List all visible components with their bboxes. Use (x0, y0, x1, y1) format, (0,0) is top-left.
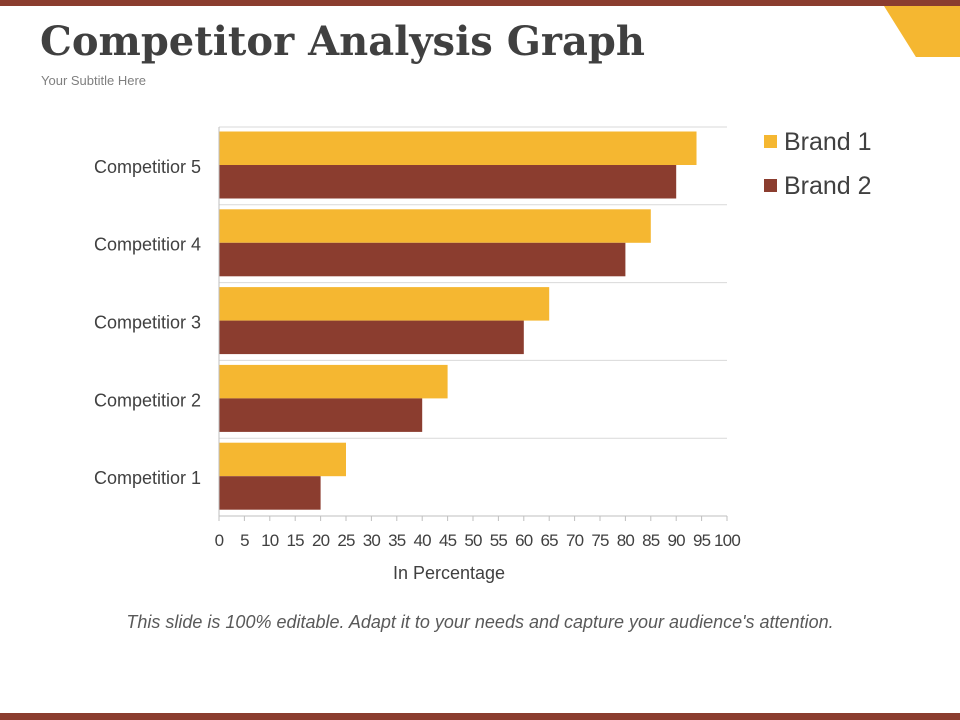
slide-subtitle: Your Subtitle Here (41, 73, 147, 88)
bar-brand1 (219, 209, 651, 243)
x-tick-label: 40 (414, 531, 432, 550)
x-tick-label: 80 (617, 531, 635, 550)
legend-swatch (764, 135, 777, 148)
x-axis-title: In Percentage (393, 563, 505, 583)
bar-brand2 (219, 242, 626, 277)
bar-brand1 (219, 364, 448, 399)
bar-chart: Competitior 1 Competitior 2 Competitior 3 C… (94, 126, 872, 583)
category-label: Competitior 1 (94, 468, 201, 488)
x-tick-label: 85 (642, 531, 660, 550)
legend-label: Brand 1 (784, 128, 872, 156)
x-tick-label: 65 (541, 531, 559, 550)
x-tick-label: 45 (439, 531, 457, 550)
category-label: Competitior 3 (94, 313, 201, 333)
category-label: Competitior 4 (94, 235, 201, 255)
x-tick-label: 95 (693, 531, 711, 550)
bar-brand1 (219, 287, 550, 321)
x-tick-label: 10 (261, 531, 279, 550)
x-tick-label: 55 (490, 531, 508, 550)
bar-brand2 (219, 398, 423, 432)
category-label: Competitior 2 (94, 390, 201, 410)
top-accent-bar (0, 0, 960, 6)
x-tick-label: 100 (714, 531, 740, 550)
x-tick-label: 90 (668, 531, 686, 550)
x-tick-label: 15 (287, 531, 305, 550)
x-tick-label: 50 (464, 531, 482, 550)
x-tick-label: 35 (388, 531, 406, 550)
category-label: Competitior 5 (94, 157, 201, 177)
x-tick-label: 60 (515, 531, 533, 550)
legend-swatch (764, 179, 777, 192)
x-tick-label: 25 (337, 531, 355, 550)
bar-brand1 (219, 131, 697, 165)
x-tick-label: 75 (591, 531, 609, 550)
bar-brand2 (219, 320, 524, 355)
legend-label: Brand 2 (784, 172, 872, 200)
x-tick-label: 70 (566, 531, 584, 550)
x-tick-label: 5 (240, 531, 249, 550)
x-tick-label: 30 (363, 531, 381, 550)
x-tick-label: 0 (215, 531, 224, 550)
footer-note: This slide is 100% editable. Adapt it to… (126, 612, 834, 632)
bottom-accent-bar (0, 713, 960, 720)
slide-title: Competitor Analysis Graph (40, 18, 645, 65)
bar-brand2 (219, 165, 677, 199)
bar-brand2 (219, 476, 321, 510)
x-tick-label: 20 (312, 531, 330, 550)
bar-brand1 (219, 442, 346, 477)
